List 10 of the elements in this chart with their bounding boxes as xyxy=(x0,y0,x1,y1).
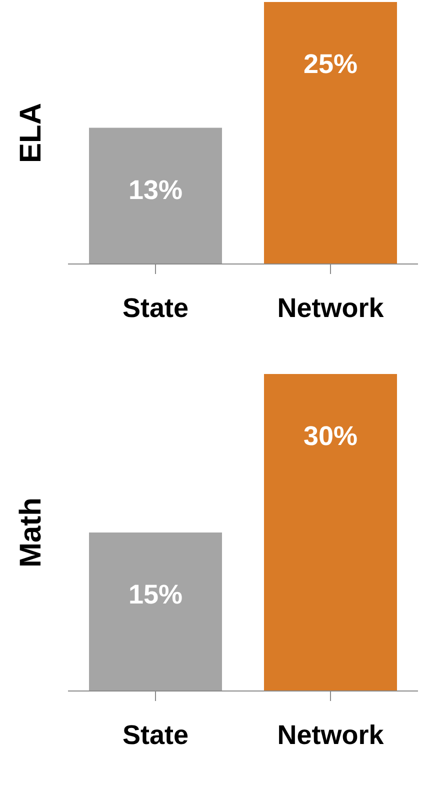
data-label: 30% xyxy=(303,421,358,452)
x-tick-label: Network xyxy=(277,720,385,750)
x-tick-label: Network xyxy=(277,293,385,324)
x-tick-label: State xyxy=(122,293,189,324)
y-axis-title: ELA xyxy=(14,103,48,163)
data-label: 15% xyxy=(128,580,183,610)
x-tick-label: State xyxy=(122,720,189,750)
data-label: 25% xyxy=(303,49,358,80)
data-label: 13% xyxy=(128,174,183,205)
y-axis-title: Math xyxy=(14,498,48,568)
